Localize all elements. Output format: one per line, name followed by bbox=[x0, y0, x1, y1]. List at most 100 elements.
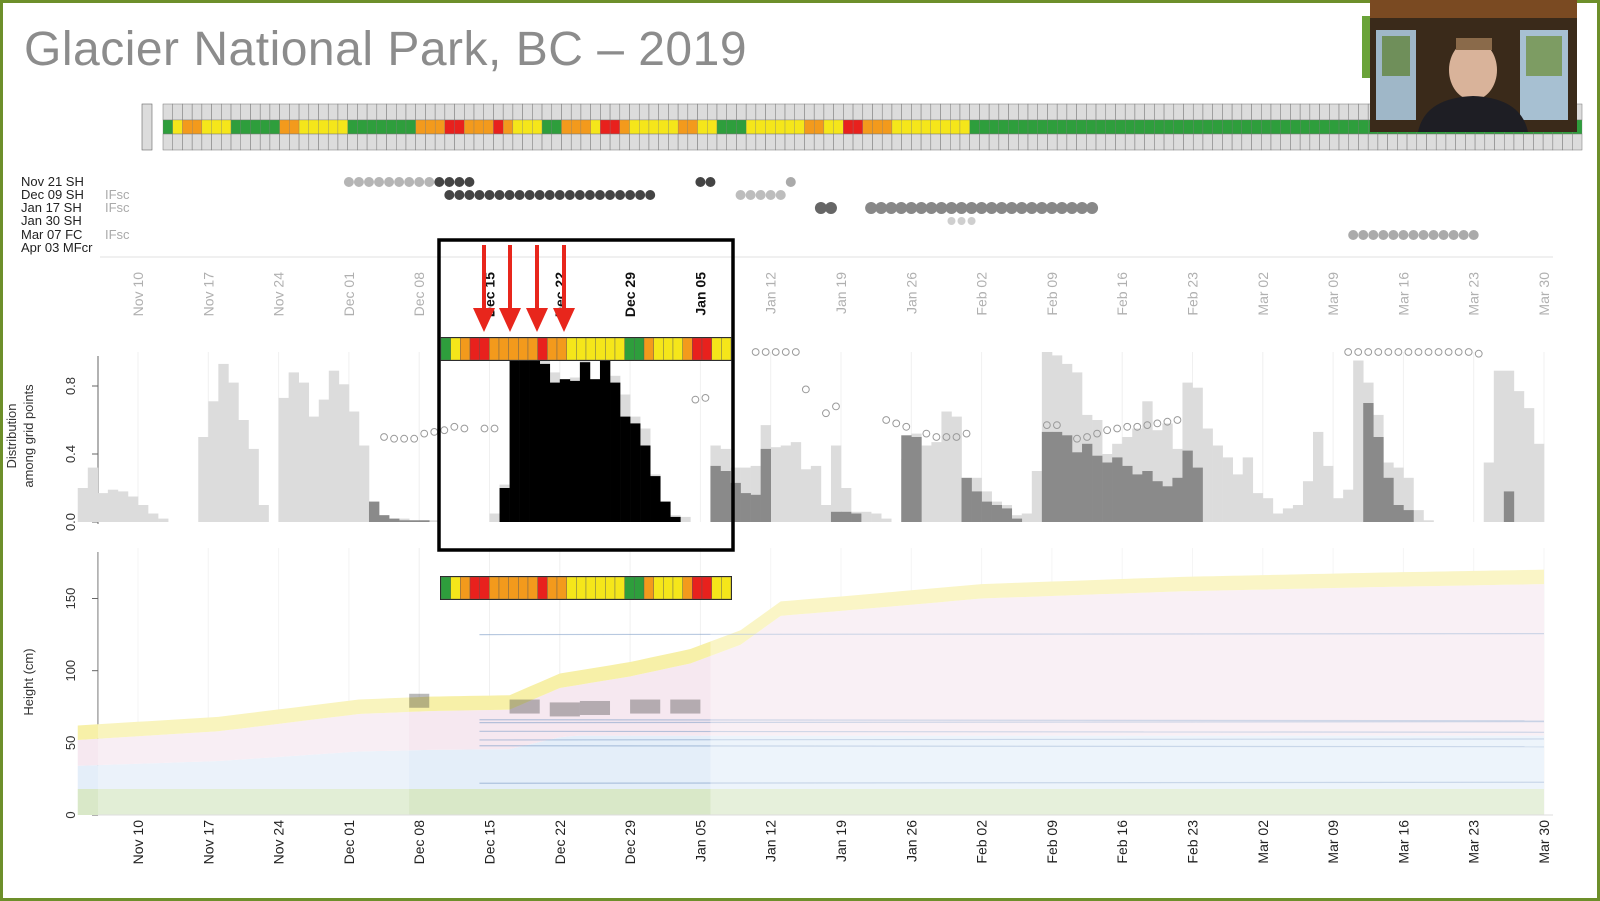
problem-dot bbox=[1358, 230, 1369, 240]
danger-cell-treeline bbox=[483, 119, 494, 135]
danger-cell-alpine bbox=[298, 103, 310, 121]
crust-patch bbox=[579, 700, 611, 715]
danger-cell-below bbox=[1095, 133, 1107, 151]
danger-cell-below bbox=[1270, 133, 1281, 151]
open-circle-marker bbox=[701, 394, 710, 402]
zoom-danger-cell bbox=[585, 576, 596, 600]
danger-cell-alpine bbox=[716, 103, 727, 121]
distribution-panel: 0.0 0.4 0.8 Distribution among grid points bbox=[4, 348, 1545, 531]
open-circle-marker bbox=[1404, 348, 1413, 356]
danger-cell-below bbox=[852, 133, 864, 151]
bar-light bbox=[1523, 408, 1535, 522]
danger-cell-below bbox=[493, 133, 504, 151]
zoom-danger-cell bbox=[614, 337, 625, 361]
danger-cell-below bbox=[289, 133, 300, 151]
danger-cell-below bbox=[444, 133, 455, 151]
danger-cell-below bbox=[1134, 133, 1145, 151]
danger-cell-treeline bbox=[1241, 119, 1252, 135]
danger-cell-below bbox=[162, 133, 173, 151]
danger-cell-below bbox=[1484, 133, 1495, 151]
danger-cell-below bbox=[1241, 133, 1252, 151]
bar-light bbox=[1262, 498, 1274, 522]
problem-dot bbox=[824, 202, 837, 214]
danger-cell-alpine bbox=[561, 103, 572, 121]
danger-cell-treeline bbox=[1047, 119, 1058, 135]
date-tick-label: Jan 26 bbox=[903, 820, 919, 862]
danger-cell-below bbox=[998, 133, 1009, 151]
danger-cell-below bbox=[1018, 133, 1029, 151]
open-circle-marker bbox=[490, 424, 499, 433]
zoom-danger-cell bbox=[469, 337, 480, 361]
danger-cell-alpine bbox=[959, 103, 970, 121]
danger-cell-below bbox=[1455, 133, 1466, 151]
date-tick-label: Mar 02 bbox=[1255, 820, 1271, 864]
danger-cell-below bbox=[1319, 133, 1330, 151]
danger-cell-below bbox=[1513, 133, 1524, 151]
bar-light bbox=[248, 448, 259, 522]
danger-cell-alpine bbox=[1056, 103, 1068, 121]
danger-cell-below bbox=[425, 133, 436, 151]
danger-cell-below bbox=[1261, 133, 1272, 151]
open-circle-marker bbox=[1374, 348, 1383, 356]
danger-cell-treeline bbox=[930, 119, 941, 135]
problem-dot bbox=[957, 217, 966, 225]
danger-cell-below bbox=[1299, 133, 1311, 151]
danger-cell-alpine bbox=[366, 103, 378, 121]
danger-cell-alpine bbox=[648, 103, 659, 121]
problem-label: Jan 17 SH bbox=[21, 200, 82, 215]
bar-light bbox=[1292, 505, 1304, 522]
danger-cell-treeline bbox=[1163, 119, 1174, 135]
danger-cell-alpine bbox=[1290, 103, 1301, 121]
danger-cell-treeline bbox=[493, 119, 504, 135]
danger-cell-below bbox=[570, 133, 582, 151]
y-tick-label: 0.0 bbox=[63, 513, 78, 531]
danger-cell-below bbox=[532, 133, 543, 151]
danger-cell-treeline bbox=[366, 119, 377, 135]
danger-cell-alpine bbox=[415, 103, 426, 121]
bar-light bbox=[1071, 372, 1083, 522]
danger-cell-alpine bbox=[988, 103, 1000, 121]
date-tick-label: Nov 24 bbox=[271, 272, 287, 317]
open-circle-marker bbox=[942, 433, 951, 441]
danger-cell-alpine bbox=[1086, 103, 1097, 121]
danger-cell-below bbox=[707, 133, 718, 151]
zoom-danger-cell bbox=[547, 337, 558, 361]
danger-cell-treeline bbox=[1290, 119, 1301, 135]
danger-cell-below bbox=[988, 133, 1000, 151]
crust-patch bbox=[409, 693, 430, 708]
problem-label: Jan 30 SH bbox=[21, 213, 82, 228]
bar-light bbox=[1272, 513, 1284, 522]
open-circle-marker bbox=[380, 433, 388, 441]
bar-dark bbox=[549, 382, 561, 522]
open-circle-marker bbox=[410, 434, 419, 443]
danger-cell-treeline bbox=[619, 119, 630, 135]
layer-line bbox=[479, 719, 1545, 722]
danger-cell-below bbox=[804, 133, 815, 151]
bar-light bbox=[429, 520, 440, 522]
bar-light bbox=[358, 445, 370, 522]
bottom-date-axis: Nov 10 Nov 17 Nov 24 Dec 01 Dec 08 Dec 15 Dec … bbox=[130, 820, 1552, 865]
open-circle-marker bbox=[892, 419, 901, 428]
open-circle-marker bbox=[1042, 421, 1051, 430]
bar-light bbox=[278, 397, 289, 522]
bar-dark bbox=[901, 435, 912, 522]
danger-cell-treeline bbox=[1018, 119, 1029, 135]
bar-dark bbox=[830, 511, 842, 522]
bar-light bbox=[1483, 462, 1495, 522]
danger-cell-below bbox=[259, 133, 271, 151]
danger-cell-below bbox=[473, 133, 484, 151]
danger-cell-below bbox=[716, 133, 727, 151]
bar-dark bbox=[760, 448, 771, 522]
open-circle-marker bbox=[1123, 422, 1132, 431]
date-tick-label: Nov 24 bbox=[271, 820, 287, 865]
danger-cell-below bbox=[1416, 133, 1427, 151]
danger-cell-below bbox=[590, 133, 601, 151]
danger-cell-treeline bbox=[337, 119, 348, 135]
danger-cell-treeline bbox=[1193, 119, 1204, 135]
danger-cell-treeline bbox=[1105, 119, 1116, 135]
danger-cell-alpine bbox=[1261, 103, 1272, 121]
zoom-danger-cell bbox=[721, 337, 732, 361]
bar-light bbox=[750, 465, 761, 522]
y-axis-title: Height (cm) bbox=[21, 648, 36, 715]
